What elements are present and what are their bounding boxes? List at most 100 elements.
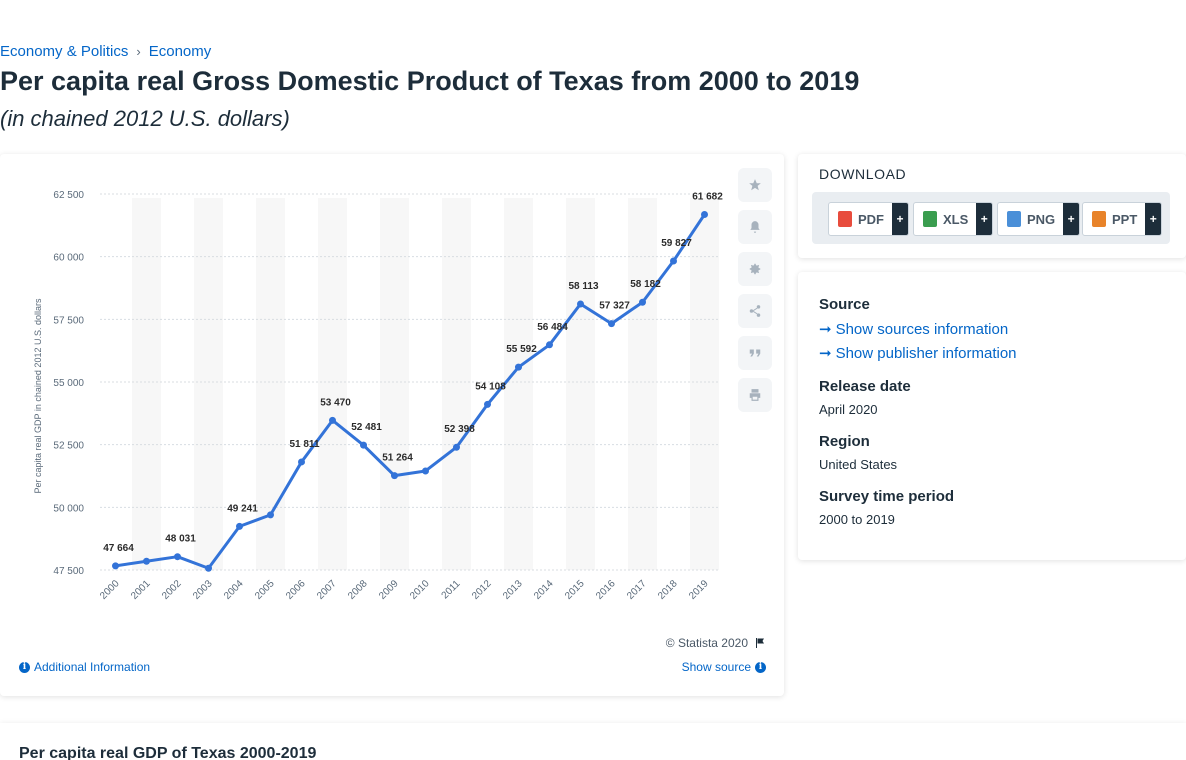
print-button[interactable]: [738, 378, 772, 412]
x-tick-label: 2012: [470, 578, 494, 602]
y-tick-label: 52 500: [53, 441, 84, 452]
y-tick-label: 55 000: [53, 378, 84, 389]
data-label: 49 241: [227, 503, 258, 514]
cite-button[interactable]: [738, 336, 772, 370]
column-band: [628, 198, 657, 570]
data-point: [515, 363, 522, 371]
data-point: [577, 300, 584, 308]
download-xls-button[interactable]: XLS +: [913, 202, 994, 236]
x-tick-label: 2004: [222, 578, 246, 602]
column-band: [504, 198, 533, 570]
bell-icon: [750, 221, 760, 233]
breadcrumb-separator: ›: [136, 44, 141, 59]
data-point: [670, 257, 677, 265]
favorite-button[interactable]: [738, 168, 772, 202]
download-png-button[interactable]: PNG +: [997, 202, 1081, 236]
column-band: [442, 198, 471, 570]
data-point: [143, 557, 150, 565]
x-tick-label: 2018: [656, 578, 680, 602]
x-tick-label: 2006: [284, 578, 308, 602]
download-xls-label: XLS: [943, 211, 969, 227]
data-point: [112, 562, 119, 570]
series-line: [114, 213, 706, 570]
printer-icon: [749, 389, 761, 401]
arrow-right-icon: ➞: [819, 345, 832, 362]
show-publisher-label: Show publisher information: [835, 344, 1017, 362]
meta-card: Source ➞ Show sources information ➞ Show…: [798, 272, 1186, 560]
pdf-file-icon: [838, 211, 852, 227]
release-date-heading: Release date: [819, 378, 911, 395]
star-icon: [749, 179, 761, 191]
y-tick-label: 60 000: [53, 253, 84, 264]
data-point: [298, 458, 305, 466]
breadcrumb-economy[interactable]: Economy: [148, 43, 212, 60]
show-source-label: Show source: [681, 660, 751, 674]
show-publisher-link[interactable]: ➞ Show publisher information: [819, 344, 1017, 363]
line-chart: 47 500 50 000 52 500 55 000 57 500 60 000 62 5…: [33, 190, 723, 602]
notification-button[interactable]: [738, 210, 772, 244]
data-label: 52 481: [351, 422, 382, 433]
plus-icon: +: [1145, 203, 1162, 235]
data-point: [391, 472, 398, 480]
download-pdf-button[interactable]: PDF +: [828, 202, 909, 236]
x-tick-label: 2008: [346, 578, 370, 602]
data-label: 58 182: [630, 279, 661, 290]
data-label: 47 664: [103, 543, 134, 554]
download-title: DOWNLOAD: [819, 166, 907, 182]
x-tick-label: 2000: [98, 578, 122, 602]
additional-info-link[interactable]: i Additional Information: [19, 660, 150, 674]
data-point: [360, 441, 367, 449]
data-label: 58 113: [568, 281, 598, 292]
x-tick-label: 2017: [625, 578, 649, 602]
chart-card: 47 500 50 000 52 500 55 000 57 500 60 000 62 5…: [0, 154, 784, 696]
data-label: 51 264: [382, 453, 413, 464]
y-axis-label: Per capita real GDP in chained 2012 U.S.…: [33, 298, 43, 493]
plus-icon: +: [976, 203, 993, 235]
x-tick-label: 2016: [594, 578, 618, 602]
data-label: 61 682: [692, 192, 723, 203]
data-label: 53 470: [320, 397, 351, 408]
data-point: [329, 416, 336, 424]
x-tick-label: 2003: [191, 578, 215, 602]
flag-icon[interactable]: [754, 637, 766, 649]
data-label: 51 811: [289, 439, 319, 450]
x-tick-label: 2015: [563, 578, 587, 602]
info-icon: i: [19, 661, 30, 673]
survey-period-value: 2000 to 2019: [819, 512, 895, 527]
column-band: [380, 198, 409, 570]
x-tick-label: 2002: [160, 578, 184, 602]
data-point: [546, 341, 553, 349]
page-title: Per capita real Gross Domestic Product o…: [0, 66, 860, 96]
data-point: [267, 511, 274, 519]
copyright: © Statista 2020: [666, 636, 766, 650]
x-tick-label: 2013: [501, 578, 525, 602]
related-title: Per capita real GDP of Texas 2000-2019: [19, 745, 317, 760]
data-label: 56 484: [537, 322, 568, 333]
data-label: 48 031: [165, 534, 196, 545]
x-tick-label: 2011: [440, 578, 463, 601]
breadcrumb-economy-politics[interactable]: Economy & Politics: [0, 43, 129, 60]
data-point: [205, 564, 212, 572]
region-value: United States: [819, 457, 898, 472]
x-tick-label: 2010: [408, 578, 432, 602]
data-point: [639, 298, 646, 306]
data-point: [453, 443, 460, 451]
data-label: 57 327: [599, 301, 630, 312]
x-tick-label: 2001: [129, 578, 153, 602]
share-button[interactable]: [738, 294, 772, 328]
data-point: [174, 553, 181, 561]
column-band: [194, 198, 223, 570]
data-label: 52 398: [444, 424, 475, 435]
show-source-link[interactable]: Show source i: [682, 660, 766, 674]
download-ppt-button[interactable]: PPT +: [1082, 202, 1163, 236]
settings-button[interactable]: [738, 252, 772, 286]
column-band: [256, 198, 285, 570]
data-point: [701, 211, 708, 219]
download-ppt-label: PPT: [1112, 211, 1138, 227]
x-tick-label: 2007: [315, 578, 339, 602]
download-png-label: PNG: [1027, 211, 1056, 227]
region-heading: Region: [819, 433, 870, 450]
share-icon: [749, 305, 761, 317]
show-sources-link[interactable]: ➞ Show sources information: [819, 320, 1008, 339]
x-tick-label: 2009: [377, 578, 401, 602]
